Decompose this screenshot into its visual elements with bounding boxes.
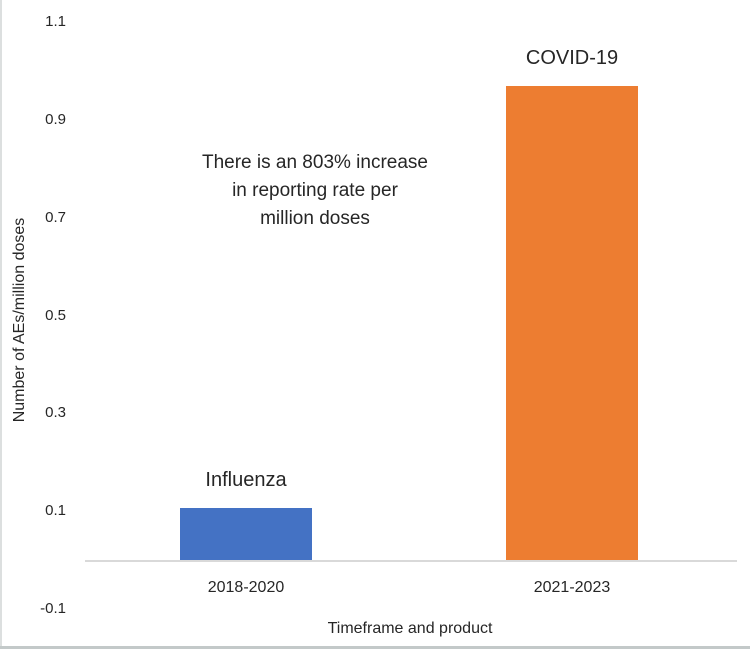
bar-influenza (180, 508, 312, 560)
y-tick-label: 0.5 (45, 306, 66, 324)
image-edge-border-left (0, 0, 2, 649)
y-tick-label: 0.1 (45, 502, 66, 520)
bar-value-label: COVID-19 (525, 47, 619, 69)
x-category-label: 2018-2020 (207, 579, 285, 596)
y-tick-label: 0.7 (45, 208, 66, 226)
annotation-text: There is an 803% increase in reporting r… (155, 149, 475, 233)
y-tick-label: 0.3 (45, 404, 66, 422)
bar-value-label: Influenza (205, 469, 287, 491)
x-category-label: 2021-2023 (533, 579, 611, 596)
bar-covid-19 (506, 86, 638, 560)
x-axis-title: Timeframe and product (327, 620, 493, 637)
annotation-line-2: in reporting rate per (232, 180, 398, 201)
y-tick-label: 1.1 (45, 13, 66, 31)
y-tick-label: 0.9 (45, 110, 66, 128)
x-axis-line (85, 560, 737, 562)
annotation-line-1: There is an 803% increase (201, 152, 428, 173)
image-edge-border-bottom (0, 646, 750, 649)
y-tick-label: -0.1 (40, 599, 66, 617)
annotation-line-3: million doses (260, 208, 370, 229)
